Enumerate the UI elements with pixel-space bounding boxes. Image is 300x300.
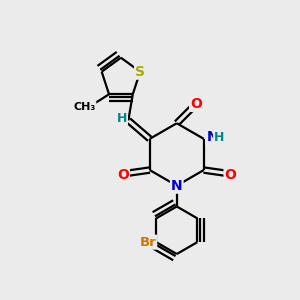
Text: S: S (135, 65, 145, 79)
Text: H: H (214, 131, 224, 144)
Text: O: O (225, 167, 236, 182)
Text: N: N (206, 130, 218, 144)
Text: H: H (117, 112, 127, 125)
Text: Br: Br (140, 236, 156, 249)
Text: O: O (117, 167, 129, 182)
Text: N: N (171, 179, 183, 193)
Text: CH₃: CH₃ (73, 102, 95, 112)
Text: O: O (190, 97, 202, 111)
